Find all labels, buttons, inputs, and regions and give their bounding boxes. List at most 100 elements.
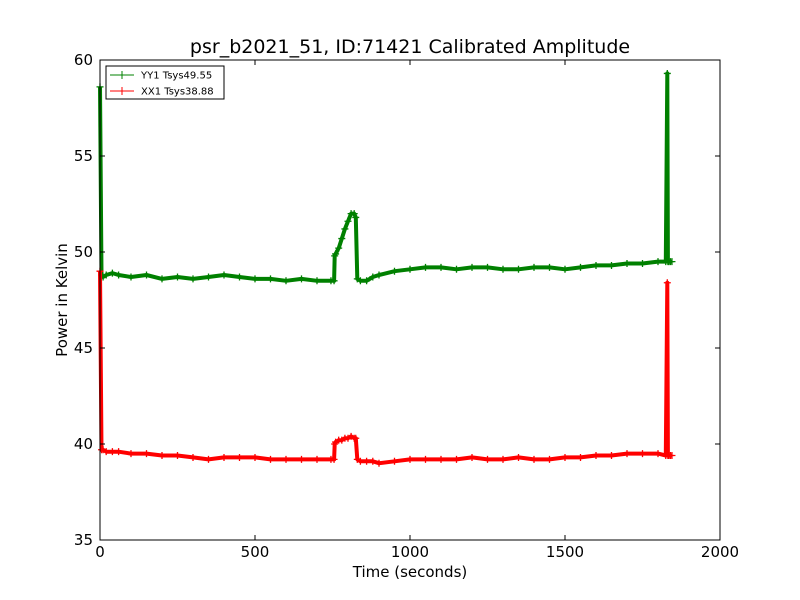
legend: YY1 Tsys49.55 XX1 Tsys38.88	[105, 65, 225, 100]
data-point	[468, 263, 476, 271]
data-point	[102, 271, 110, 279]
y-tick-label: 45	[74, 339, 93, 357]
data-point	[422, 263, 429, 271]
data-point	[530, 455, 538, 463]
data-point	[437, 263, 445, 271]
data-point	[453, 265, 460, 273]
data-point	[515, 453, 522, 461]
data-point	[356, 277, 364, 285]
data-point	[375, 271, 383, 279]
data-point	[313, 277, 321, 285]
data-point	[267, 455, 274, 463]
data-point	[143, 450, 150, 458]
data-point	[282, 455, 290, 463]
data-point	[577, 263, 584, 271]
data-point	[484, 455, 491, 463]
data-point	[406, 455, 414, 463]
data-point	[352, 434, 360, 442]
data-point	[369, 457, 377, 465]
data-point	[623, 260, 631, 268]
y-tick-label: 60	[74, 51, 93, 69]
data-point	[335, 244, 343, 252]
data-point	[577, 453, 584, 461]
x-tick-label: 1000	[391, 543, 429, 561]
data-point	[561, 265, 569, 273]
series-layer	[96, 69, 676, 467]
data-point	[363, 277, 371, 285]
legend-box	[105, 65, 225, 100]
data-point	[515, 265, 522, 273]
x-tick-label: 2000	[701, 543, 739, 561]
data-point	[546, 455, 553, 463]
x-axis-label: Time (seconds)	[352, 563, 468, 581]
data-point	[236, 273, 243, 281]
x-tick-label: 1500	[546, 543, 584, 561]
data-point	[220, 271, 228, 279]
data-point	[639, 260, 646, 268]
data-point	[350, 210, 358, 218]
y-tick-label: 55	[74, 147, 93, 165]
data-point	[391, 267, 398, 275]
data-point	[330, 277, 338, 285]
y-tick-label: 40	[74, 435, 93, 453]
data-point	[363, 457, 371, 465]
data-point	[663, 279, 671, 287]
data-point	[143, 271, 150, 279]
data-point	[115, 271, 123, 279]
legend-marker	[118, 71, 126, 79]
data-point	[282, 277, 290, 285]
data-point	[338, 235, 346, 243]
data-point	[375, 459, 383, 467]
data-point	[530, 263, 538, 271]
legend-entry-label: YY1 Tsys49.55	[140, 71, 212, 82]
data-point	[330, 455, 338, 463]
data-point	[298, 455, 305, 463]
series-1	[96, 69, 676, 285]
data-point	[108, 269, 116, 277]
series-2	[96, 267, 676, 467]
data-point	[369, 273, 377, 281]
data-point	[174, 452, 181, 460]
legend-entry-label: XX1 Tsys38.88	[141, 87, 214, 98]
legend-marker	[118, 87, 126, 95]
data-point	[608, 452, 615, 460]
data-point	[236, 453, 243, 461]
chart-title: psr_b2021_51, ID:71421 Calibrated Amplit…	[190, 36, 630, 58]
data-point	[267, 275, 274, 283]
data-point	[453, 455, 460, 463]
data-point	[592, 452, 600, 460]
data-point	[108, 448, 116, 456]
data-point	[158, 452, 166, 460]
x-tick-label: 0	[95, 543, 105, 561]
data-point	[391, 457, 398, 465]
data-point	[251, 453, 259, 461]
data-point	[663, 69, 671, 77]
data-point	[205, 273, 212, 281]
data-point	[341, 225, 349, 233]
data-point	[561, 453, 569, 461]
data-point	[499, 265, 507, 273]
data-point	[313, 455, 321, 463]
y-axis-label: Power in Kelvin	[53, 243, 71, 357]
data-point	[220, 453, 228, 461]
data-point	[406, 265, 414, 273]
y-tick-label: 50	[74, 243, 93, 261]
data-point	[356, 457, 364, 465]
data-point	[592, 261, 600, 269]
data-point	[174, 273, 181, 281]
ticks-layer: 0 500 1000 1500 2000 35 40 45 50 55 60	[74, 51, 739, 561]
data-point	[344, 217, 352, 225]
data-point	[332, 250, 340, 258]
data-point	[437, 455, 445, 463]
data-point	[205, 455, 212, 463]
data-point	[422, 455, 429, 463]
x-tick-label: 500	[241, 543, 270, 561]
data-point	[654, 450, 662, 458]
data-point	[654, 258, 662, 266]
data-point	[102, 448, 110, 456]
data-point	[668, 258, 676, 266]
data-point	[639, 450, 646, 458]
data-point	[115, 448, 123, 456]
data-point	[484, 263, 491, 271]
